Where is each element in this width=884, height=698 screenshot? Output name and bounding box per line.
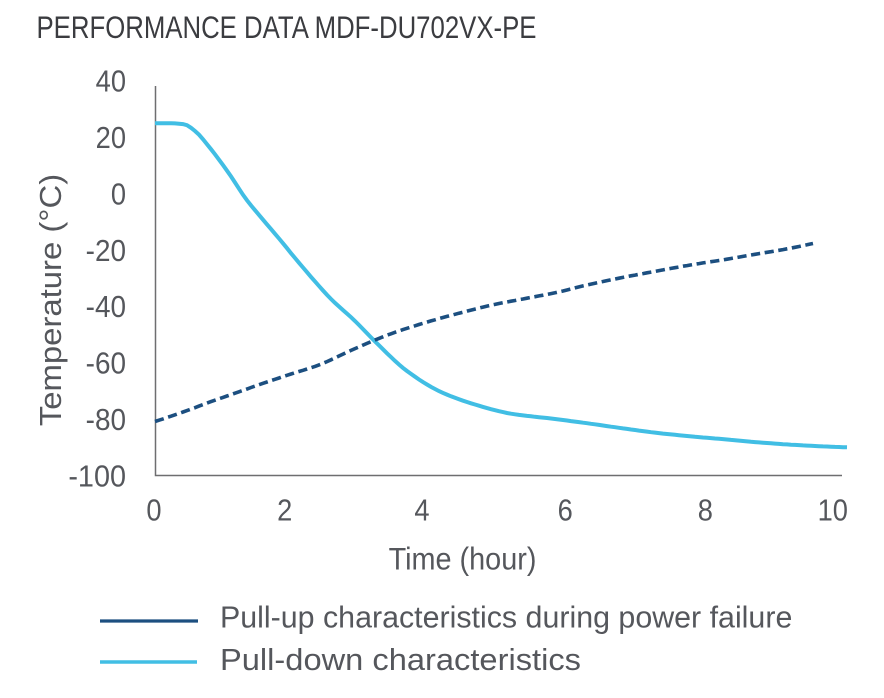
svg-text:0: 0 [111,178,126,212]
svg-text:20: 20 [96,121,126,155]
svg-text:6: 6 [558,494,573,528]
svg-text:4: 4 [414,494,429,528]
svg-text:8: 8 [698,494,713,528]
svg-text:-20: -20 [86,233,126,268]
svg-text:Temperature (°C): Temperature (°C) [33,174,68,426]
svg-text:40: 40 [96,65,126,99]
svg-text:-60: -60 [86,346,126,381]
svg-text:-40: -40 [86,290,126,325]
svg-text:Time (hour): Time (hour) [389,542,537,576]
svg-text:Pull-down characteristics: Pull-down characteristics [220,642,581,677]
svg-text:-80: -80 [86,403,126,438]
svg-text:10: 10 [818,494,848,528]
svg-text:Pull-up characteristics during: Pull-up characteristics during power fai… [220,599,792,634]
svg-text:0: 0 [146,494,161,528]
svg-text:-100: -100 [68,459,126,493]
svg-text:PERFORMANCE DATA MDF-DU702VX-P: PERFORMANCE DATA MDF-DU702VX-PE [37,11,537,46]
svg-text:2: 2 [277,494,292,528]
